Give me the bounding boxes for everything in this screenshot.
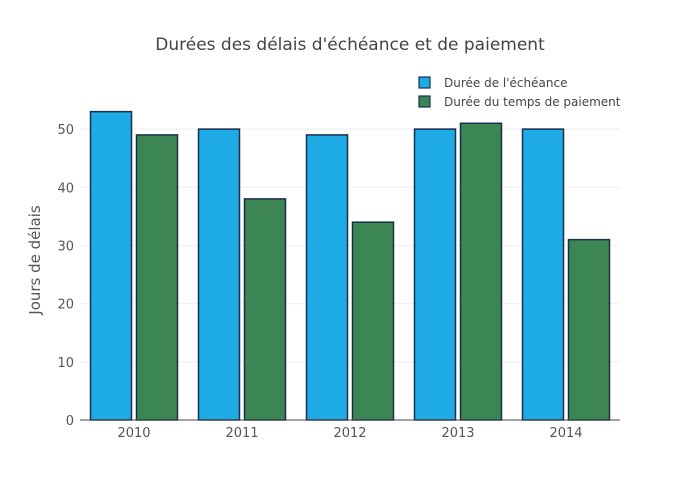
- bar-echeance-2010[interactable]: [89, 110, 133, 421]
- x-tick-label: 2013: [441, 426, 474, 441]
- x-tick-label: 2012: [333, 426, 366, 441]
- legend-swatch: [418, 76, 431, 89]
- bar-paiement-2012[interactable]: [351, 221, 395, 421]
- legend-item[interactable]: Durée de l'échéance: [418, 76, 567, 90]
- y-tick-label: 10: [57, 356, 74, 371]
- bar-paiement-2011[interactable]: [243, 198, 287, 421]
- bar-echeance-2011[interactable]: [197, 128, 241, 421]
- axes: 0 10 20 30 40 50 2010 2011 2012 2013 2014: [57, 123, 620, 441]
- legend[interactable]: Durée de l'échéance Durée du temps de pai…: [418, 76, 621, 109]
- y-tick-label: 0: [66, 414, 74, 429]
- y-tick-label: 20: [57, 298, 74, 313]
- bar-echeance-2014[interactable]: [521, 128, 565, 421]
- bars: [89, 110, 611, 421]
- legend-item[interactable]: Durée du temps de paiement: [418, 95, 621, 109]
- bar-paiement-2010[interactable]: [135, 134, 179, 421]
- y-tick-label: 50: [57, 123, 74, 138]
- x-tick-label: 2011: [225, 426, 258, 441]
- bar-echeance-2013[interactable]: [413, 128, 457, 421]
- bar-echeance-2012[interactable]: [305, 134, 349, 421]
- bar-paiement-2014[interactable]: [567, 238, 611, 421]
- x-tick-label: 2014: [549, 426, 582, 441]
- y-axis-label: Jours de délais: [26, 205, 44, 316]
- x-tick-label: 2010: [117, 426, 150, 441]
- legend-swatch: [418, 95, 431, 108]
- bar-paiement-2013[interactable]: [459, 122, 503, 421]
- y-tick-label: 30: [57, 239, 74, 254]
- y-tick-label: 40: [57, 181, 74, 196]
- legend-label: Durée de l'échéance: [444, 76, 567, 90]
- chart-title: Durées des délais d'échéance et de paiem…: [155, 35, 545, 55]
- legend-label: Durée du temps de paiement: [444, 95, 621, 109]
